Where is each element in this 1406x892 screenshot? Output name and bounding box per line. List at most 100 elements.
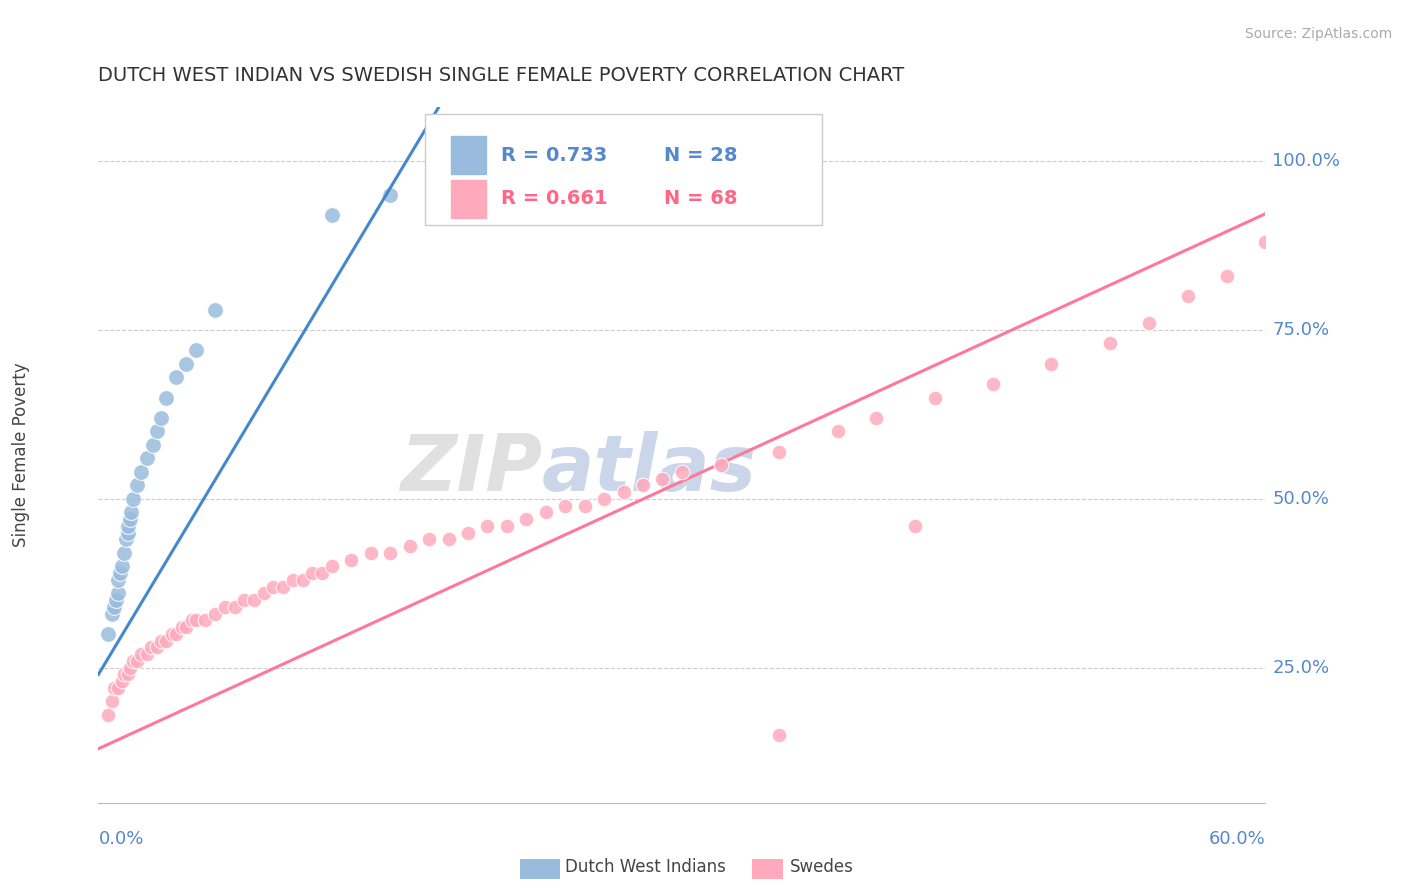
Text: N = 28: N = 28 [665, 145, 738, 164]
Point [1137, 316, 1160, 330]
Bar [451, 180, 486, 218]
Point [118, 512, 141, 526]
Point [117, 519, 139, 533]
Point [311, 566, 333, 581]
Point [136, 451, 159, 466]
Text: Dutch West Indians: Dutch West Indians [565, 858, 725, 876]
Point [495, 519, 517, 533]
Point [224, 599, 246, 614]
Text: 100.0%: 100.0% [1272, 152, 1340, 170]
Point [155, 391, 177, 405]
Point [97, 627, 120, 641]
Point [321, 208, 343, 222]
Point [180, 614, 202, 628]
Point [107, 586, 129, 600]
Point [865, 410, 887, 425]
Text: 25.0%: 25.0% [1272, 658, 1330, 677]
Point [149, 633, 172, 648]
Point [574, 499, 596, 513]
Point [1215, 268, 1237, 283]
Point [710, 458, 733, 472]
Point [671, 465, 693, 479]
Point [107, 681, 129, 695]
Point [122, 491, 145, 506]
Point [1177, 289, 1199, 303]
Point [108, 566, 131, 581]
Text: 50.0%: 50.0% [1272, 490, 1329, 508]
Point [184, 343, 207, 358]
Text: 0.0%: 0.0% [98, 830, 143, 847]
Point [301, 566, 323, 581]
Point [101, 694, 124, 708]
Point [114, 533, 136, 547]
Point [593, 491, 616, 506]
Text: ZIP: ZIP [399, 431, 541, 507]
Point [612, 485, 634, 500]
Point [117, 667, 139, 681]
Text: 75.0%: 75.0% [1272, 321, 1330, 339]
Point [155, 633, 177, 648]
Point [112, 667, 135, 681]
Point [149, 410, 172, 425]
Point [291, 573, 314, 587]
Point [477, 519, 499, 533]
Point [437, 533, 460, 547]
Point [118, 661, 141, 675]
Point [184, 614, 207, 628]
Point [174, 620, 197, 634]
Point [253, 586, 276, 600]
Point [631, 478, 654, 492]
Point [117, 525, 139, 540]
Point [457, 525, 479, 540]
Point [129, 647, 152, 661]
FancyBboxPatch shape [425, 114, 823, 226]
Point [122, 654, 145, 668]
Point [321, 559, 343, 574]
Point [162, 627, 184, 641]
Point [398, 539, 420, 553]
Point [281, 573, 304, 587]
Point [534, 505, 557, 519]
Point [378, 546, 402, 560]
Point [904, 519, 927, 533]
Text: 60.0%: 60.0% [1209, 830, 1265, 847]
Text: R = 0.733: R = 0.733 [501, 145, 607, 164]
Text: N = 68: N = 68 [665, 189, 738, 209]
Point [97, 708, 120, 723]
Point [768, 444, 790, 458]
Point [127, 478, 149, 492]
Bar [451, 136, 486, 174]
Point [111, 674, 134, 689]
Point [1040, 357, 1063, 371]
Text: R = 0.661: R = 0.661 [501, 189, 607, 209]
Point [204, 302, 226, 317]
Point [103, 681, 125, 695]
Point [768, 728, 790, 742]
Point [136, 647, 159, 661]
Point [262, 580, 284, 594]
Point [214, 599, 236, 614]
Point [146, 424, 169, 438]
Point [233, 593, 256, 607]
Point [194, 614, 217, 628]
Text: atlas: atlas [541, 431, 756, 507]
Point [129, 465, 152, 479]
Point [121, 505, 143, 519]
Point [174, 357, 197, 371]
Point [112, 546, 135, 560]
Point [170, 620, 193, 634]
Text: DUTCH WEST INDIAN VS SWEDISH SINGLE FEMALE POVERTY CORRELATION CHART: DUTCH WEST INDIAN VS SWEDISH SINGLE FEMA… [98, 66, 904, 85]
Point [554, 499, 576, 513]
Point [378, 187, 402, 202]
Point [271, 580, 294, 594]
Point [107, 573, 129, 587]
Point [165, 627, 187, 641]
Point [924, 391, 946, 405]
Text: Swedes: Swedes [790, 858, 853, 876]
Text: Source: ZipAtlas.com: Source: ZipAtlas.com [1244, 27, 1392, 41]
Point [139, 640, 162, 655]
Text: Single Female Poverty: Single Female Poverty [13, 363, 30, 547]
Point [515, 512, 537, 526]
Point [111, 559, 134, 574]
Point [340, 552, 363, 566]
